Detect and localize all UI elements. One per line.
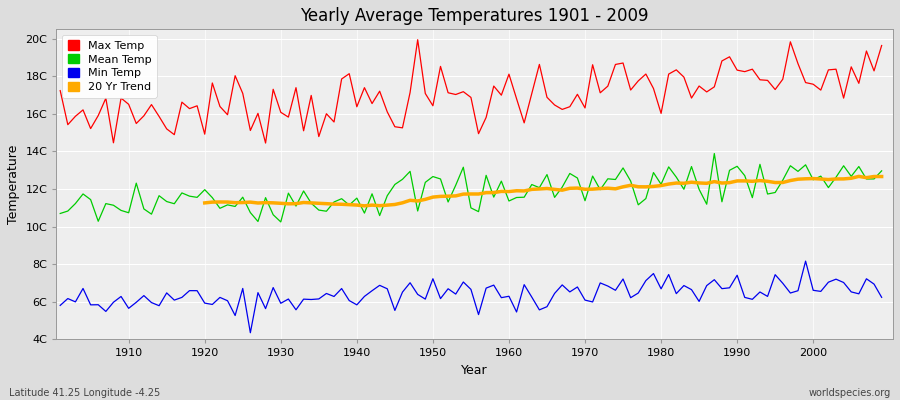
Title: Yearly Average Temperatures 1901 - 2009: Yearly Average Temperatures 1901 - 2009 <box>301 7 649 25</box>
X-axis label: Year: Year <box>462 364 488 377</box>
Legend: Max Temp, Mean Temp, Min Temp, 20 Yr Trend: Max Temp, Mean Temp, Min Temp, 20 Yr Tre… <box>62 35 157 98</box>
Y-axis label: Temperature: Temperature <box>7 145 20 224</box>
Text: Latitude 41.25 Longitude -4.25: Latitude 41.25 Longitude -4.25 <box>9 388 160 398</box>
Text: worldspecies.org: worldspecies.org <box>809 388 891 398</box>
